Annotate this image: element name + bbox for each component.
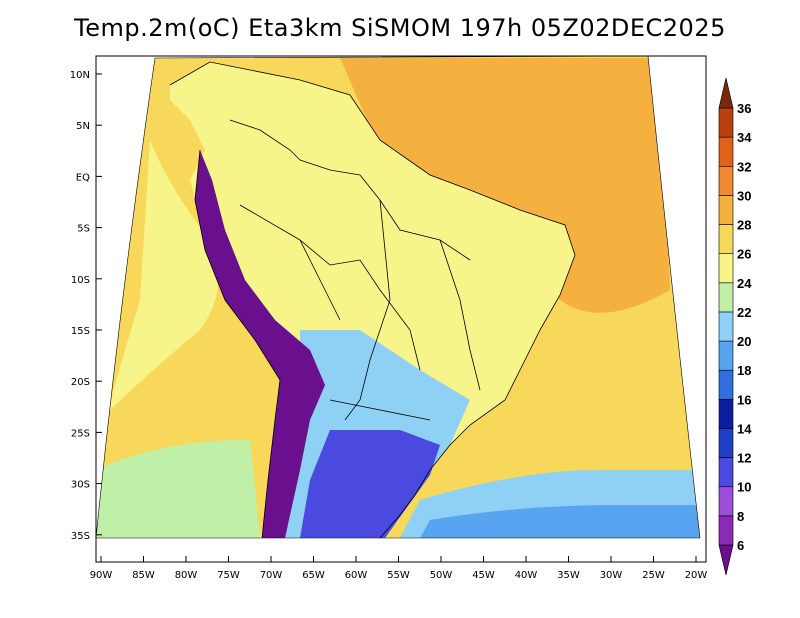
lon-tick-label: 70W <box>260 570 283 581</box>
lat-tick-label: 25S <box>71 428 90 439</box>
lat-tick-label: 35S <box>71 531 90 542</box>
colorbar-label: 32 <box>737 159 751 174</box>
longitude-axis: 90W 85W 80W 75W 70W 65W 60W 55W 50W 45W 40W 35W 30W 2… <box>90 556 708 581</box>
lat-tick-label: 5S <box>77 224 90 235</box>
andes-cold-strip <box>195 150 325 538</box>
lon-tick-label: 75W <box>217 570 240 581</box>
colorbar-label: 30 <box>737 188 751 203</box>
colorbar-segment <box>718 457 734 488</box>
lon-tick-label: 45W <box>472 570 495 581</box>
colorbar-label: 16 <box>737 392 751 407</box>
lon-tick-label: 65W <box>302 570 325 581</box>
lon-tick-label: 60W <box>345 570 368 581</box>
domain-outline <box>95 55 701 539</box>
colorbar-high-arrow <box>718 77 734 109</box>
colorbar-segment <box>718 399 734 429</box>
lon-tick-label: 20W <box>685 570 708 581</box>
map-title: Temp.2m(oC) Eta3km SiSMOM 197h 05Z02DEC2… <box>74 14 726 42</box>
latitude-axis: 10N 5N EQ 5S 10S 15S 20S 25S 30S 35S <box>70 70 102 542</box>
colorbar-label: 36 <box>737 101 751 116</box>
lat-tick-label: 20S <box>71 377 90 388</box>
south-america-land <box>170 62 575 538</box>
map-field <box>96 56 700 538</box>
lat-tick-label: 5N <box>76 121 90 132</box>
lon-tick-label: 35W <box>557 570 580 581</box>
atlantic-far-south-zone <box>420 505 700 538</box>
colorbar-label: 22 <box>737 305 751 320</box>
pacific-zone <box>100 140 218 440</box>
plot-frame <box>95 55 707 563</box>
country-borders <box>169 61 576 538</box>
colorbar-label: 8 <box>737 509 744 524</box>
colorbar-label: 28 <box>737 218 751 233</box>
colorbar-segment <box>718 253 734 284</box>
colorbar-label: 10 <box>737 480 751 495</box>
lon-tick-label: 55W <box>387 570 410 581</box>
lon-tick-label: 90W <box>90 570 113 581</box>
colorbar-segment <box>718 165 734 196</box>
colorbar-segment <box>718 515 734 546</box>
colorbar-segment <box>718 224 734 254</box>
colorbar-low-arrow <box>718 544 734 576</box>
colorbar-segment <box>718 136 734 167</box>
southern-cone-cold <box>300 430 440 538</box>
lat-tick-label: 15S <box>71 326 90 337</box>
colorbar-label: 18 <box>737 363 751 378</box>
colorbar: 6 8 10 12 14 16 18 20 22 24 26 28 30 32 34 36 <box>718 77 752 576</box>
colorbar-segment <box>718 340 734 371</box>
lat-tick-label: 10N <box>70 70 90 81</box>
colorbar-segment <box>718 311 734 342</box>
lon-tick-label: 85W <box>132 570 155 581</box>
colorbar-label: 12 <box>737 451 751 466</box>
colorbar-label: 24 <box>737 276 752 291</box>
colorbar-label: 14 <box>737 421 752 436</box>
colorbar-segment <box>718 428 734 458</box>
colorbar-label: 34 <box>737 130 752 145</box>
colorbar-segment <box>718 486 734 517</box>
lon-tick-label: 40W <box>515 570 538 581</box>
colorbar-segment <box>718 369 734 400</box>
lon-tick-label: 30W <box>600 570 623 581</box>
lon-tick-label: 25W <box>642 570 665 581</box>
pacific-south-zone <box>96 440 260 538</box>
colorbar-label: 26 <box>737 247 751 262</box>
lon-tick-label: 50W <box>430 570 453 581</box>
colorbar-label: 20 <box>737 334 751 349</box>
atlantic-warm-zone <box>340 58 670 313</box>
colorbar-segment <box>718 107 734 138</box>
colorbar-label: 6 <box>737 538 744 553</box>
colorbar-segment <box>718 282 734 313</box>
lat-tick-label: 30S <box>71 480 90 491</box>
colorbar-segment <box>718 195 734 225</box>
lat-tick-label: 10S <box>71 275 90 286</box>
lat-tick-label: EQ <box>76 172 90 183</box>
lon-tick-label: 80W <box>175 570 198 581</box>
